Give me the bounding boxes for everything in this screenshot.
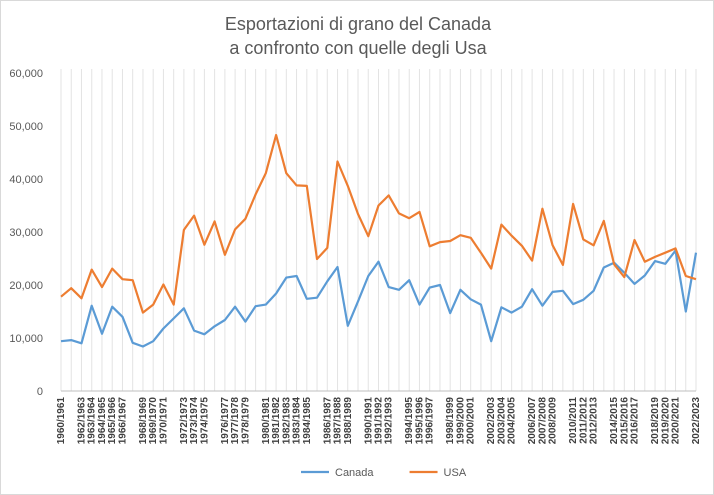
x-tick-label-1965/1966: 1965/1966 <box>107 397 118 445</box>
x-tick-label-1996/1997: 1996/1997 <box>425 397 436 445</box>
x-tick-label-1981/1982: 1981/1982 <box>271 397 282 445</box>
x-tick-label-1973/1974: 1973/1974 <box>189 397 200 445</box>
x-tick-label-1980/1981: 1980/1981 <box>261 397 272 445</box>
x-tick-label-1968/1969: 1968/1969 <box>138 397 149 445</box>
series-line-canada <box>60 249 698 348</box>
x-tick-label-2020/2021: 2020/2021 <box>671 397 682 445</box>
x-tick-label-1998/1999: 1998/1999 <box>445 397 456 445</box>
x-tick-label-2014/2015: 2014/2015 <box>609 397 620 445</box>
x-tick-label-2015/2016: 2015/2016 <box>619 397 630 445</box>
x-tick-label-1974/1975: 1974/1975 <box>199 397 210 445</box>
x-tick-label-1986/1987: 1986/1987 <box>322 397 333 445</box>
legend-label-usa: USA <box>444 467 467 479</box>
x-tick-label-1962/1963: 1962/1963 <box>76 397 87 445</box>
x-tick-label-1963/1964: 1963/1964 <box>87 397 98 445</box>
x-tick-label-2011/2012: 2011/2012 <box>578 397 589 444</box>
y-tick-label-10000: 10,000 <box>9 333 43 345</box>
x-tick-label-1982/1983: 1982/1983 <box>281 397 292 445</box>
x-axis: 1960/1961 1962/1963 1963/1964 1964/1965 1965… <box>56 397 702 445</box>
x-tick-label-1995/1996: 1995/1996 <box>414 397 425 445</box>
series-line-usa <box>60 133 697 314</box>
x-tick-label-2002/2003: 2002/2003 <box>486 397 497 445</box>
y-tick-label-60000: 60,000 <box>9 68 43 80</box>
chart-title-line-2: a confronto con quelle degli Usa <box>229 38 487 58</box>
x-tick-label-2003/2004: 2003/2004 <box>496 397 507 445</box>
x-tick-label-2006/2007: 2006/2007 <box>527 397 538 445</box>
x-tick-label-1964/1965: 1964/1965 <box>97 397 108 445</box>
x-tick-label-1990/1991: 1990/1991 <box>363 397 374 445</box>
x-tick-label-1960/1961: 1960/1961 <box>56 397 67 445</box>
x-tick-label-1984/1985: 1984/1985 <box>302 397 313 445</box>
x-tick-label-1976/1977: 1976/1977 <box>220 397 231 445</box>
x-tick-label-2008/2009: 2008/2009 <box>548 397 559 445</box>
x-tick-label-2007/2008: 2007/2008 <box>537 397 548 445</box>
x-tick-label-1987/1988: 1987/1988 <box>333 397 344 445</box>
x-tick-label-2016/2017: 2016/2017 <box>630 397 641 445</box>
x-tick-label-1992/1993: 1992/1993 <box>384 397 395 445</box>
x-tick-label-1969/1970: 1969/1970 <box>148 397 159 445</box>
x-tick-label-1972/1973: 1972/1973 <box>179 397 190 445</box>
legend: Canada USA <box>301 467 467 479</box>
x-tick-label-1970/1971: 1970/1971 <box>158 397 169 445</box>
x-tick-label-1978/1979: 1978/1979 <box>240 397 251 445</box>
y-tick-label-40000: 40,000 <box>9 174 43 186</box>
x-tick-label-2018/2019: 2018/2019 <box>650 397 661 445</box>
y-tick-label-0: 0 <box>37 386 43 398</box>
x-tick-label-2012/2013: 2012/2013 <box>589 397 600 445</box>
x-tick-label-2010/2011: 2010/2011 <box>568 397 579 444</box>
x-tick-label-1999/2000: 1999/2000 <box>455 397 466 445</box>
y-tick-label-30000: 30,000 <box>9 227 43 239</box>
chart-title-line-1: Esportazioni di grano del Canada <box>225 14 492 34</box>
y-tick-label-50000: 50,000 <box>9 121 43 133</box>
legend-label-canada: Canada <box>335 467 374 479</box>
x-tick-label-2000/2001: 2000/2001 <box>466 397 477 445</box>
y-axis: 0 10,000 20,000 30,000 40,000 50,000 60,000 <box>9 68 43 398</box>
x-tick-label-2004/2005: 2004/2005 <box>507 397 518 445</box>
y-tick-label-20000: 20,000 <box>9 280 43 292</box>
x-tick-label-1991/1992: 1991/1992 <box>374 397 385 445</box>
x-tick-label-1988/1989: 1988/1989 <box>343 397 354 445</box>
x-tick-label-1994/1995: 1994/1995 <box>404 397 415 445</box>
x-tick-label-2022/2023: 2022/2023 <box>691 397 702 445</box>
x-tick-label-1966/1967: 1966/1967 <box>117 397 128 445</box>
x-tick-label-1983/1984: 1983/1984 <box>292 397 303 445</box>
x-tick-label-2019/2020: 2019/2020 <box>660 397 671 445</box>
series-lines <box>60 133 698 348</box>
x-tick-label-1977/1978: 1977/1978 <box>230 397 241 445</box>
